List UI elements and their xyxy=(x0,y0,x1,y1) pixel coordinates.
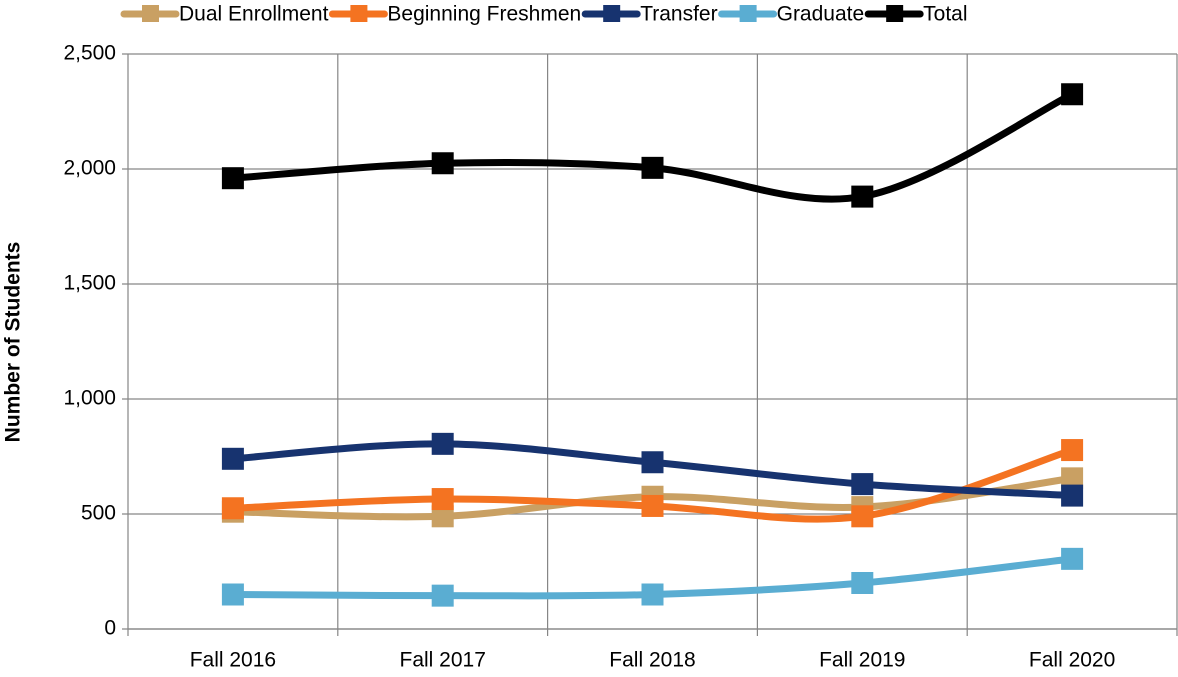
marker xyxy=(1061,484,1084,507)
series-line xyxy=(232,91,1074,203)
marker xyxy=(1061,547,1084,570)
y-tick-label: 0 xyxy=(104,617,116,640)
marker xyxy=(641,451,664,474)
y-tick-label: 1,000 xyxy=(63,387,116,410)
legend-marker xyxy=(603,5,621,22)
marker xyxy=(851,473,874,496)
marker xyxy=(1061,439,1084,462)
marker xyxy=(1061,83,1084,106)
x-tick-label: Fall 2016 xyxy=(190,649,276,672)
marker xyxy=(851,505,874,528)
y-tick-label: 2,000 xyxy=(63,157,116,180)
marker xyxy=(221,167,244,190)
y-tick-label: 2,500 xyxy=(63,42,116,65)
x-tick-label: Fall 2020 xyxy=(1029,649,1115,672)
marker xyxy=(641,494,664,517)
x-tick-label: Fall 2019 xyxy=(819,649,905,672)
legend-marker xyxy=(739,5,757,22)
marker xyxy=(221,583,244,606)
marker xyxy=(221,447,244,470)
legend-marker xyxy=(886,5,904,22)
legend-marker xyxy=(350,5,368,22)
y-tick-label: 500 xyxy=(81,502,116,525)
marker xyxy=(431,584,454,607)
marker xyxy=(431,505,454,528)
legend-label: Transfer xyxy=(640,3,717,26)
marker xyxy=(431,488,454,511)
y-axis-label: Number of Students xyxy=(2,242,25,443)
marker xyxy=(431,432,454,455)
marker xyxy=(641,156,664,179)
y-tick-label: 1,500 xyxy=(63,272,116,295)
legend-label: Dual Enrollment xyxy=(179,3,329,26)
legend-marker xyxy=(142,5,159,22)
legend-label: Graduate xyxy=(777,3,865,26)
marker xyxy=(851,572,874,594)
marker xyxy=(221,497,244,520)
marker xyxy=(851,185,874,208)
marker xyxy=(431,152,454,175)
x-tick-label: Fall 2017 xyxy=(400,649,486,672)
x-tick-label: Fall 2018 xyxy=(609,649,695,672)
marker xyxy=(641,583,664,606)
legend-label: Beginning Freshmen xyxy=(387,3,581,26)
legend-label: Total xyxy=(923,3,967,26)
marker xyxy=(1061,467,1084,490)
